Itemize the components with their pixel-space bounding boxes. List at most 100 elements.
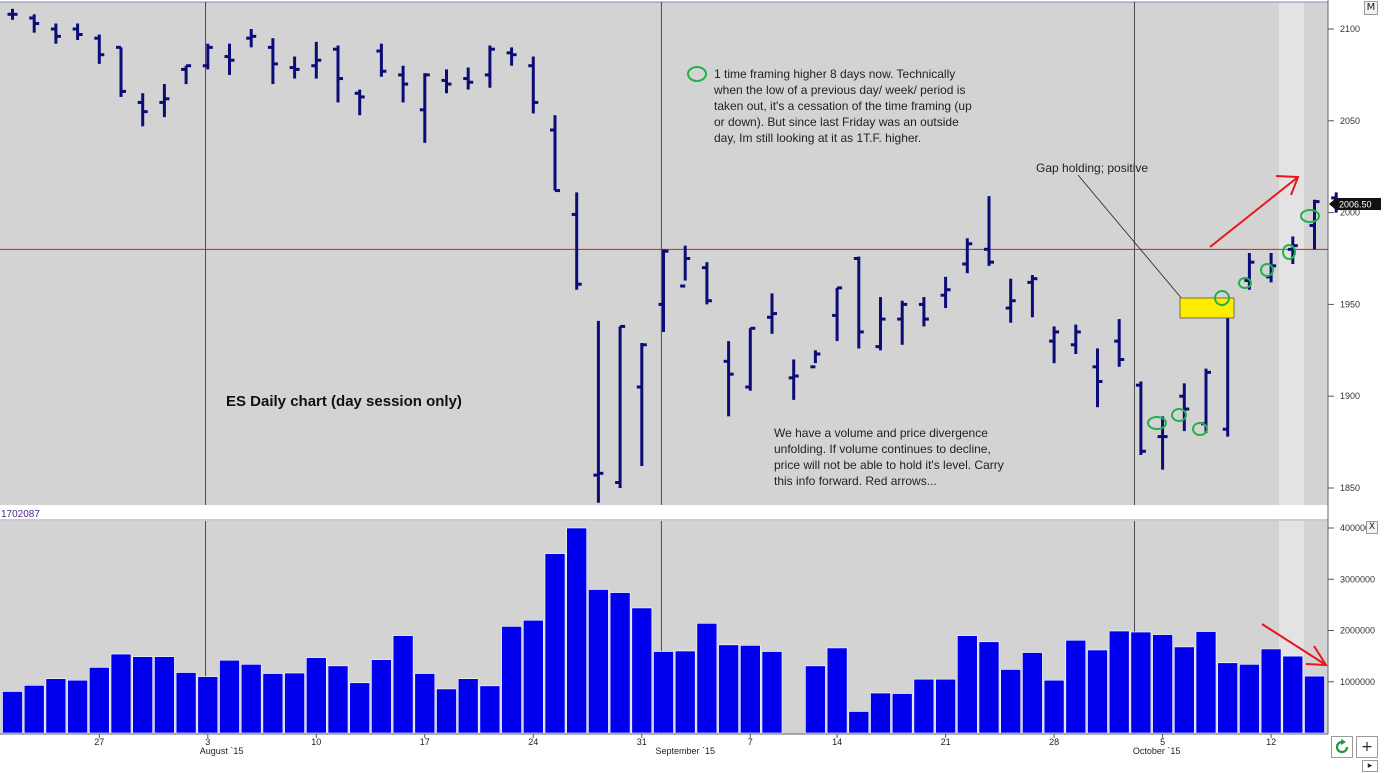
ohlc-bar [1179, 383, 1190, 432]
volume-bar [761, 651, 783, 734]
volume-bar [1043, 679, 1065, 734]
volume-bar [891, 693, 913, 734]
volume-bar [1217, 662, 1238, 734]
volume-bar [848, 711, 870, 734]
refresh-icon [1335, 739, 1349, 754]
volume-tick-label: 3000000 [1340, 574, 1375, 584]
volume-bar [522, 619, 544, 734]
date-tick-label: 3 [205, 737, 210, 747]
ohlc-bar [1157, 416, 1168, 470]
volume-bar [956, 635, 978, 734]
volume-bar [913, 678, 935, 734]
ohlc-bar [116, 45, 126, 97]
volume-bar [479, 685, 501, 734]
refresh-button[interactable] [1331, 736, 1353, 758]
ohlc-bar [1309, 199, 1320, 250]
marker-circle [1214, 290, 1230, 306]
volume-bar [262, 673, 284, 734]
date-axis [0, 734, 1328, 773]
ohlc-bar [832, 286, 843, 342]
ohlc-bar [376, 43, 387, 77]
ohlc-bar [897, 300, 908, 345]
gap-note: Gap holding; positive [1036, 161, 1149, 175]
legend-marker-circle [687, 66, 707, 82]
ohlc-bar [680, 245, 691, 288]
ohlc-bar [1114, 319, 1125, 367]
month-label: September `15 [656, 746, 716, 756]
volume-tick-label: 1000000 [1340, 677, 1375, 687]
ohlc-bar [311, 41, 322, 79]
volume-bar [1195, 631, 1217, 734]
ohlc-bar [1049, 326, 1060, 364]
ohlc-bar [1005, 278, 1016, 323]
price-red-arrow [1209, 175, 1300, 248]
price-tick-label: 1900 [1340, 391, 1360, 401]
ohlc-bar [788, 359, 799, 400]
volume-bar [175, 672, 197, 734]
month-label: October `15 [1133, 746, 1181, 756]
date-tick-label: 31 [637, 737, 647, 747]
ohlc-bar [137, 93, 148, 127]
volume-bar [588, 589, 609, 734]
last-price-label: 2006.50 [1339, 200, 1372, 210]
ohlc-bar [593, 320, 604, 503]
ohlc-bar [767, 293, 777, 334]
date-tick-label: 5 [1160, 737, 1165, 747]
ohlc-bar [940, 276, 951, 309]
marker-circle [1192, 422, 1208, 436]
volume-panel-header [0, 506, 1384, 520]
ohlc-bar [29, 14, 40, 33]
volume-tick-label: 2000000 [1340, 626, 1375, 636]
volume-bar [219, 659, 240, 734]
volume-bar [1174, 646, 1195, 734]
ohlc-bar [484, 45, 495, 88]
volume-bar [544, 553, 566, 734]
volume-tick-label: 4000000 [1340, 523, 1375, 533]
volume-bar [1152, 634, 1173, 734]
volume-axis [1328, 520, 1384, 734]
date-tick-label: 12 [1266, 737, 1276, 747]
ohlc-bar [224, 43, 235, 75]
ohlc-bar [267, 38, 278, 85]
volume-bar [197, 676, 219, 734]
ohlc-bar [1244, 252, 1255, 290]
date-tick-label: 14 [832, 737, 842, 747]
volume-bar [1282, 655, 1304, 734]
add-button[interactable]: + [1356, 736, 1378, 758]
marker-circle [1238, 277, 1252, 289]
green-markers [687, 66, 1320, 436]
ohlc-bar [658, 249, 669, 332]
volume-bar [2, 691, 23, 734]
ohlc-bar [701, 262, 712, 305]
volume-bar [870, 692, 891, 734]
m-button[interactable]: M [1364, 1, 1378, 15]
ohlc-bar [463, 67, 474, 90]
ohlc-bar [1070, 324, 1081, 354]
volume-bar [935, 678, 956, 734]
ohlc-bar [398, 65, 409, 103]
volume-bar [284, 672, 305, 734]
scroll-right-button[interactable]: ▸ [1362, 760, 1378, 772]
ohlc-bar [723, 341, 734, 417]
timeframe-note: 1 time framing higher 8 days now. Techni… [714, 67, 972, 145]
volume-bar [739, 645, 761, 734]
ohlc-bar [354, 89, 365, 116]
last-price-tag: 2006.50 [1329, 198, 1381, 210]
divergence-note: We have a volume and price divergence un… [774, 426, 1004, 488]
x-button[interactable]: X [1366, 521, 1378, 534]
volume-bar [674, 650, 696, 734]
chart-title: ES Daily chart (day session only) [226, 393, 462, 410]
volume-bar [457, 678, 479, 734]
ohlc-bar [1027, 275, 1038, 318]
volume-bar [805, 665, 826, 734]
price-tick-label: 1850 [1340, 483, 1360, 493]
price-axis [1328, 0, 1384, 506]
ohlc-bar [745, 326, 756, 391]
volume-red-arrow [1261, 623, 1328, 667]
volume-panel-label: 1702087 [1, 509, 40, 520]
volume-bar [1260, 648, 1282, 734]
ohlc-bar [419, 73, 430, 143]
ohlc-bar [615, 324, 626, 488]
volume-bar [501, 626, 522, 734]
volume-bar [67, 679, 88, 734]
